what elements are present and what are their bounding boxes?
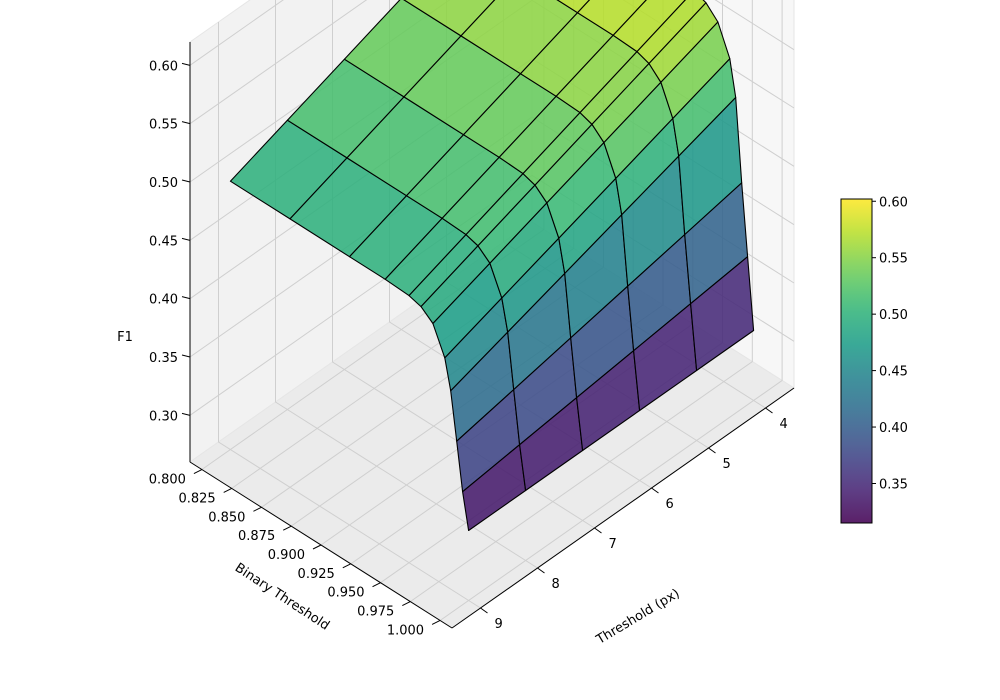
colorbar: 0.35 0.40 0.45 0.50 0.55 0.60 bbox=[840, 195, 908, 524]
z-tick bbox=[181, 121, 191, 125]
z-tick bbox=[181, 296, 191, 300]
x-tick-label: 4 bbox=[780, 417, 788, 432]
x-axis-line bbox=[451, 387, 795, 629]
colorbar-tick-label: 0.45 bbox=[879, 365, 908, 380]
y-tick bbox=[283, 525, 292, 531]
x-tick bbox=[765, 407, 773, 414]
colorbar-tick-label: 0.55 bbox=[879, 252, 908, 267]
colorbar-bar bbox=[840, 198, 873, 524]
z-tick bbox=[181, 179, 191, 183]
x-tick bbox=[651, 487, 659, 494]
y-tick bbox=[312, 544, 322, 550]
y-tick-label: 0.900 bbox=[268, 548, 305, 563]
z-tick bbox=[181, 237, 191, 241]
colorbar-tick-label: 0.60 bbox=[879, 195, 908, 210]
gridline-z bbox=[189, 0, 795, 125]
surface bbox=[229, 0, 755, 532]
y-tick-label: 0.975 bbox=[357, 605, 394, 620]
y-tick bbox=[402, 601, 411, 607]
z-tick-label: 0.55 bbox=[149, 118, 178, 133]
z-tick bbox=[181, 412, 191, 416]
x-tick bbox=[537, 567, 545, 574]
y-tick-label: 0.825 bbox=[178, 491, 215, 506]
z-tick bbox=[181, 62, 191, 66]
y-tick-label: 0.925 bbox=[298, 567, 335, 582]
z-axis-label: F1 bbox=[117, 330, 133, 345]
x-tick bbox=[594, 527, 602, 534]
colorbar-tick-label: 0.40 bbox=[879, 421, 908, 436]
z-tick bbox=[181, 354, 191, 358]
colorbar-tick-label: 0.50 bbox=[879, 308, 908, 323]
y-tick-label: 1.000 bbox=[387, 623, 424, 638]
x-tick-label: 9 bbox=[495, 617, 503, 632]
y-tick-label: 0.950 bbox=[327, 586, 364, 601]
y-tick-label: 0.875 bbox=[238, 529, 275, 544]
z-tick-label: 0.35 bbox=[149, 351, 178, 366]
x-tick-label: 7 bbox=[609, 537, 617, 552]
surface-patch bbox=[690, 256, 755, 372]
z-tick-label: 0.45 bbox=[149, 234, 178, 249]
x-tick bbox=[480, 607, 488, 614]
y-tick bbox=[193, 469, 203, 474]
z-tick-label: 0.60 bbox=[149, 59, 178, 74]
y-tick bbox=[431, 620, 441, 625]
x-tick bbox=[708, 447, 716, 454]
axes: 0.30 0.35 0.40 0.45 0.50 0.55 0.60 0.800 0.825 0.… bbox=[149, 42, 795, 638]
x-tick-label: 8 bbox=[552, 577, 560, 592]
y-tick-label: 0.850 bbox=[208, 510, 245, 525]
y-tick bbox=[372, 582, 381, 588]
y-tick bbox=[253, 506, 262, 512]
y-tick-label: 0.800 bbox=[149, 473, 186, 488]
x-tick-label: 5 bbox=[723, 457, 731, 472]
y-tick bbox=[342, 563, 351, 569]
x-tick-label: 6 bbox=[666, 497, 674, 512]
z-tick-label: 0.40 bbox=[149, 293, 178, 308]
y-tick bbox=[223, 487, 232, 493]
x-axis-label: Threshold (px) bbox=[593, 586, 682, 648]
colorbar-tick-label: 0.35 bbox=[879, 477, 908, 492]
z-tick-label: 0.50 bbox=[149, 176, 178, 191]
z-tick-label: 0.30 bbox=[149, 409, 178, 424]
